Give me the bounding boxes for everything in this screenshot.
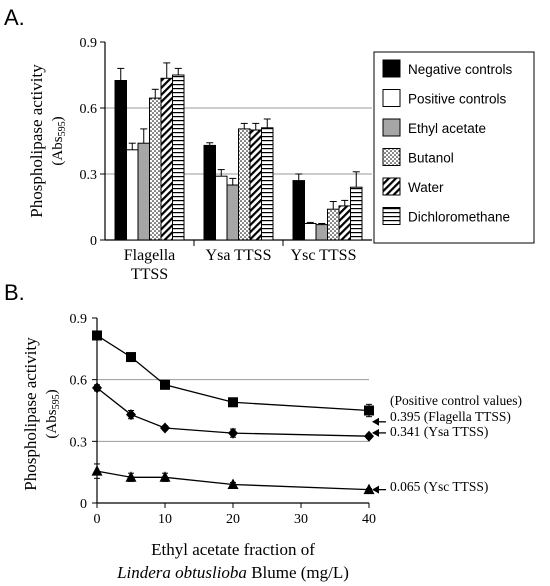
bar [315, 224, 328, 241]
legend-box [373, 51, 535, 244]
bar [126, 149, 139, 241]
legend-label: Ethyl acetate [408, 121, 486, 136]
category-label: Ysc TTSS [291, 247, 357, 264]
panel-a-ylabel: Phospholipase activity [27, 64, 46, 218]
panel-a-ylabel-unit-open: (Abs [50, 136, 66, 165]
bar [114, 80, 127, 241]
bar [226, 184, 239, 241]
panel-b-ylabel-main: Phospholipase activity [21, 337, 40, 491]
panel-b-ylabel-unit: (Abs595) [44, 389, 62, 438]
legend-swatch [382, 177, 401, 196]
square-marker [126, 352, 136, 363]
x-tick-label: 30 [294, 512, 308, 527]
bar [292, 180, 305, 241]
legend-swatch [382, 148, 401, 166]
legend-label: Negative controls [408, 62, 513, 77]
bar [261, 127, 274, 241]
positive-control-header: (Positive control values) [390, 393, 522, 408]
y-tick-label: 0.3 [80, 168, 98, 183]
square-marker [92, 330, 102, 341]
triangle-marker [363, 483, 375, 495]
panel-a-ylabel-main: Phospholipase activity [27, 64, 46, 218]
y-tick-label: 0.9 [80, 36, 98, 51]
diamond-marker [228, 427, 238, 439]
bar [160, 77, 173, 241]
diamond-marker [364, 430, 374, 442]
legend-label: Butanol [408, 151, 454, 166]
panel-b-ylabel-unit-open: (Abs [44, 409, 60, 438]
category-label: TTSS [131, 266, 168, 283]
triangle-marker [159, 471, 171, 482]
bar [350, 186, 363, 241]
positive-control-label: 0.341 (Ysa TTSS) [390, 424, 488, 439]
bar [137, 142, 150, 241]
panel-b-xlabel-line1: Ethyl acetate fraction of [151, 540, 315, 559]
positive-control-arrowhead [372, 428, 379, 437]
panel-b-xlabel-rest: Blume (mg/L) [247, 563, 349, 582]
diamond-marker [160, 422, 170, 434]
bar [304, 223, 317, 241]
x-tick-label: 0 [94, 512, 101, 527]
panel-b-chart: 0 0.3 0.6 0.9 0 10 20 30 40 0.395 (Flagella TTSS)… [70, 312, 511, 527]
panel-a-chart: 0 0.3 0.6 0.9 Flagella TTSS Ysa TTSS Ysc TTSS [80, 36, 372, 283]
triangle-marker [91, 465, 103, 476]
panel-b-xlabel-species: Lindera obtuslioba [116, 563, 247, 582]
legend-swatch [382, 89, 401, 107]
y-tick-label: 0.9 [70, 312, 88, 327]
panel-b-xlabel-line2: Lindera obtuslioba Blume (mg/L) [116, 563, 349, 582]
bar [203, 144, 216, 241]
y-tick-label: 0.6 [70, 374, 88, 389]
x-tick-label: 10 [158, 512, 172, 527]
svg-text:(Abs595): (Abs595) [50, 116, 68, 165]
bar [149, 97, 162, 241]
positive-control-arrowhead [372, 417, 379, 426]
panel-a-ylabel-unit-close: ) [50, 116, 66, 121]
legend-label: Dichloromethane [408, 210, 510, 225]
bar [327, 208, 340, 241]
legend-label: Water [408, 180, 444, 195]
x-tick-label: 20 [226, 512, 240, 527]
square-marker [228, 397, 238, 408]
diamond-marker [126, 409, 136, 421]
y-tick-label: 0.6 [80, 102, 98, 117]
panel-a-legend: Negative controls Positive controls Ethyl … [373, 51, 535, 244]
svg-text:(Abs595): (Abs595) [44, 389, 62, 438]
panel-b-ylabel-unit-close: ) [44, 389, 60, 394]
square-marker [160, 379, 170, 390]
panel-b-ylabel: Phospholipase activity [21, 337, 40, 491]
bar [238, 128, 251, 241]
diamond-marker [92, 382, 102, 394]
legend-swatch [382, 59, 401, 78]
y-tick-label: 0 [80, 497, 87, 512]
y-tick-label: 0.3 [70, 435, 88, 450]
legend-swatch [382, 207, 401, 225]
bar [249, 129, 262, 241]
panel-a-ylabel-unit-sub: 595 [57, 121, 68, 136]
x-tick-label: 40 [362, 512, 376, 527]
positive-control-label: 0.395 (Flagella TTSS) [390, 409, 511, 424]
positive-control-arrowhead [372, 485, 379, 494]
category-label: Flagella [124, 247, 176, 264]
y-tick-label: 0 [90, 234, 97, 249]
bar [338, 205, 351, 241]
square-marker [364, 405, 374, 416]
panel-b-ylabel-unit-sub: 595 [51, 394, 62, 409]
legend-swatch [382, 118, 401, 137]
triangle-marker [227, 478, 239, 489]
panel-a-ylabel-unit: (Abs595) [50, 116, 68, 165]
category-label: Ysa TTSS [206, 247, 272, 264]
positive-control-label: 0.065 (Ysc TTSS) [390, 479, 488, 494]
panel-b-label: B. [4, 280, 25, 305]
panel-a-label: A. [4, 5, 25, 30]
legend-label: Positive controls [408, 92, 507, 107]
bar [172, 74, 185, 241]
triangle-marker [125, 471, 137, 482]
bar [215, 175, 228, 241]
